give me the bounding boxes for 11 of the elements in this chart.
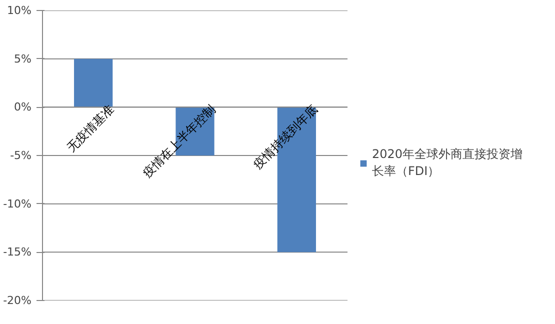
x-tick-label: 疫情持续到年底 [250, 102, 320, 172]
x-tick-label: 疫情在上半年控制 [140, 102, 218, 180]
y-tick-label: 10% [7, 4, 32, 17]
y-tick-label: -10% [3, 197, 32, 210]
y-tick-label: -15% [3, 246, 32, 259]
y-tick-label: 5% [14, 52, 32, 66]
legend-label: 2020年全球外商直接投资增长率（FDI） [372, 146, 523, 180]
y-tick-label: -20% [3, 294, 32, 307]
y-tick-label: -5% [10, 149, 32, 162]
y-tick-label: 0% [14, 100, 32, 114]
x-tick-label: 无疫情基准 [64, 102, 117, 155]
